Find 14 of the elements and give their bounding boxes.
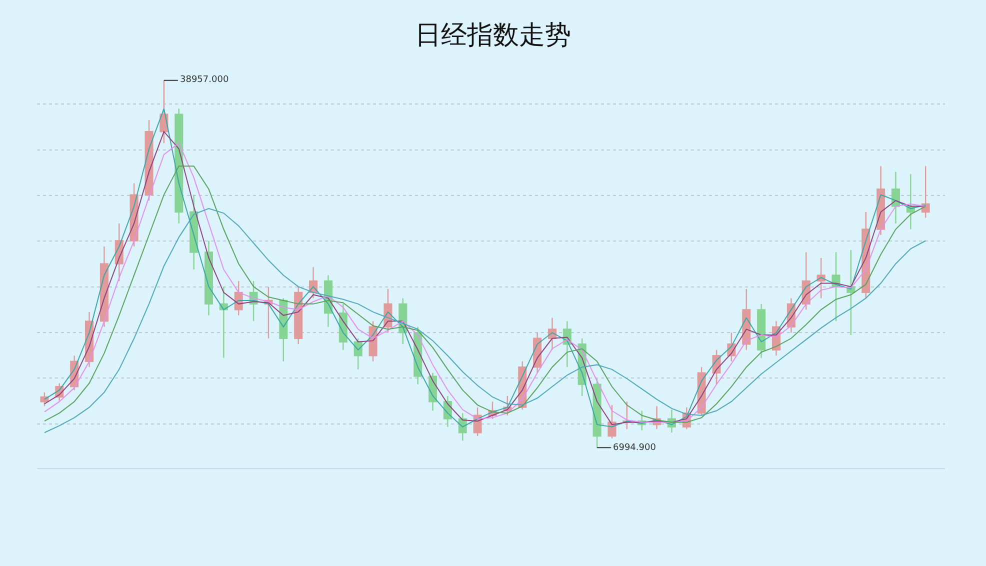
candlestick — [294, 286, 303, 345]
candlestick — [204, 240, 213, 316]
candlestick — [891, 171, 900, 224]
annotation: 38957.000 — [180, 75, 229, 85]
annotation: 6994.900 — [613, 443, 656, 453]
candlestick — [757, 303, 766, 359]
candlestick — [921, 165, 930, 218]
candlestick — [219, 286, 228, 359]
candlestick — [174, 108, 184, 224]
candlestick — [846, 249, 856, 336]
candlestick — [832, 252, 840, 322]
candlestick — [816, 257, 826, 299]
chart-title: 日经指数走势 — [415, 20, 571, 51]
candlestick — [160, 80, 168, 144]
